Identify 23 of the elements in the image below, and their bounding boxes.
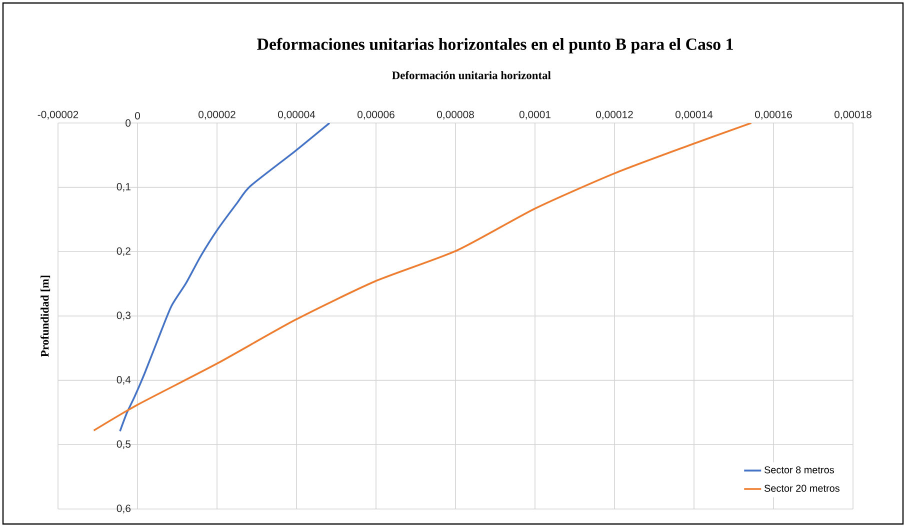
- chart-title: Deformaciones unitarias horizontales en el punto B para el Caso 1: [257, 38, 733, 54]
- y-tick-label: 0: [126, 119, 131, 127]
- x-tick-label: 0,00014: [676, 110, 713, 120]
- x-tick-label: -0,00002: [38, 110, 78, 120]
- x-tick-label: 0,00012: [596, 110, 633, 120]
- x-tick-label: 0,00006: [358, 110, 394, 120]
- y-tick-label: 0,3: [116, 312, 131, 320]
- x-tick-label: 0,00004: [278, 110, 316, 120]
- y-tick-label: 0,4: [116, 376, 131, 385]
- y-tick-label: 0,1: [116, 183, 130, 192]
- y-tick-label: 0,5: [116, 440, 131, 449]
- y-tick-label: 0,6: [116, 504, 131, 514]
- x-axis-title: Deformación unitaria horizontal: [392, 71, 551, 80]
- x-tick-label: 0,00016: [755, 110, 792, 120]
- legend-label: Sector 8 metros: [764, 466, 834, 474]
- x-tick-label: 0,00002: [198, 110, 236, 120]
- legend-label: Sector 20 metros: [764, 484, 840, 492]
- x-tick-label: 0,00018: [834, 110, 872, 120]
- x-tick-label: 0,00008: [437, 110, 474, 120]
- x-tick-label: 0,0001: [519, 110, 550, 120]
- y-tick-label: 0,2: [116, 247, 130, 256]
- y-axis-title: Profundidad [m]: [40, 276, 50, 357]
- x-tick-label: 0: [135, 112, 140, 120]
